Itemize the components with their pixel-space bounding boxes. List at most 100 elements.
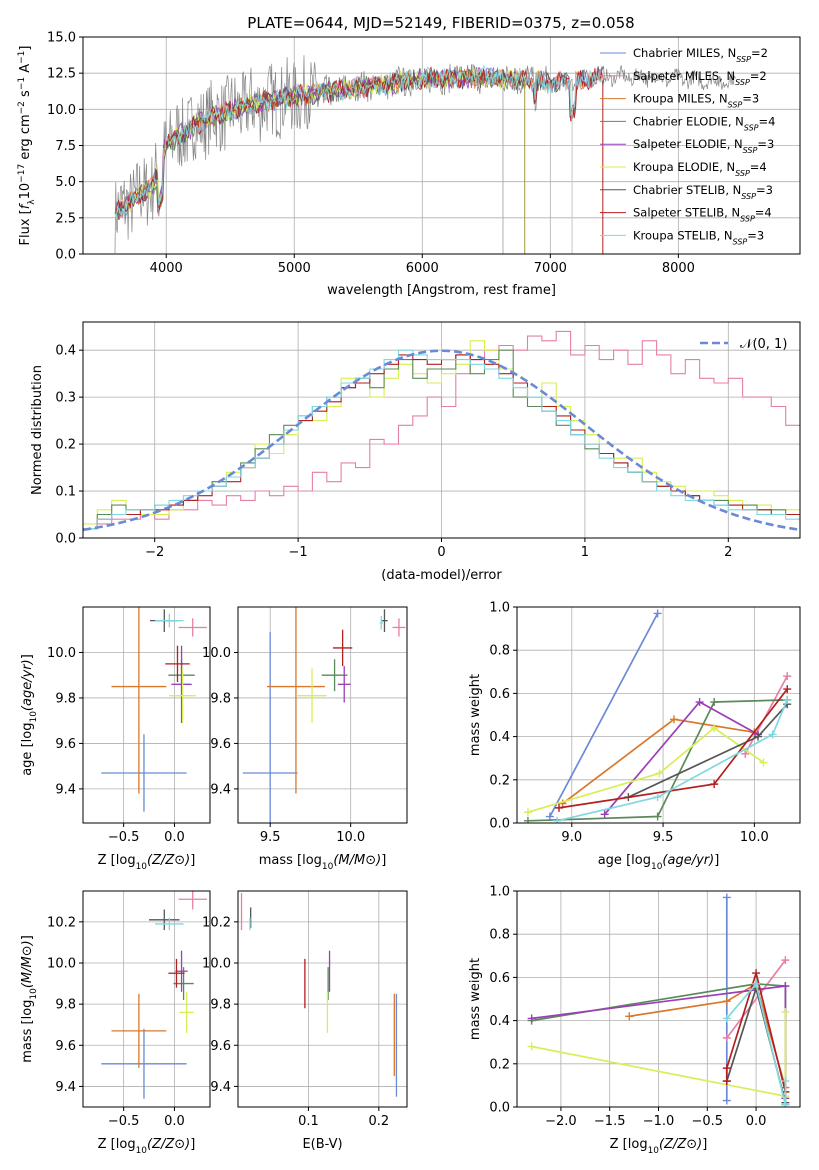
legend-entry: Chabrier MILES, NSSP=2	[633, 46, 768, 64]
y-tick-label: 1.0	[489, 885, 510, 900]
y-tick-label: 5.0	[55, 175, 76, 190]
axes-frame	[237, 606, 408, 824]
y-tick-label: 0.1	[55, 485, 76, 500]
data-point	[754, 732, 763, 741]
data-point	[653, 793, 662, 802]
y-tick-label: 0.4	[55, 344, 76, 359]
x-tick-label: 6000	[406, 261, 439, 276]
y-axis-label: mass weight	[468, 674, 483, 756]
histogram-step	[83, 349, 800, 530]
y-tick-label: 9.8	[55, 998, 76, 1013]
data-point	[695, 698, 704, 707]
legend-entry: 𝒩(0, 1)	[740, 337, 787, 352]
x-tick-label: −0.5	[108, 1114, 140, 1129]
panel-age_vs_mass: 9.5 10.0 9.4 9.6 9.8 10.0 mass [log10(M/M⊙)]	[202, 606, 408, 872]
data-point	[523, 808, 532, 817]
x-axis-label: mass [log10(M/M⊙)]	[259, 853, 387, 872]
x-tick-label: 10.0	[740, 830, 769, 845]
data-point	[768, 730, 777, 739]
legend-entry: Salpeter ELODIE, NSSP=3	[633, 137, 774, 155]
data-point	[710, 723, 719, 732]
y-tick-label: 0.0	[489, 1101, 510, 1116]
plot-area	[83, 330, 800, 532]
spectrum-line	[114, 65, 605, 219]
plot-area	[101, 607, 207, 812]
plot-area	[101, 891, 207, 1099]
x-tick-label: 7000	[534, 261, 567, 276]
y-tick-label: 10.0	[47, 646, 76, 661]
axes-frame	[516, 606, 801, 824]
y-axis-label: mass [log10(M/M⊙)]	[20, 935, 39, 1063]
data-point	[781, 982, 790, 991]
plot-area	[523, 609, 792, 823]
y-tick-label: 9.6	[55, 737, 76, 752]
panel-residuals: −2 −1 0 1 2 0.0 0.1 0.2 0.3 0.4 (data-model)/error…	[30, 321, 801, 583]
y-tick-label: 9.8	[55, 691, 76, 706]
x-tick-label: −0.5	[692, 1114, 724, 1129]
axes-frame	[237, 890, 408, 1108]
y-tick-label: 10.0	[47, 103, 76, 118]
legend-entry: Chabrier ELODIE, NSSP=4	[633, 114, 775, 131]
x-tick-label: −1.0	[643, 1114, 675, 1129]
data-point	[783, 672, 792, 681]
panel-spectrum: 4000 5000 6000 7000 8000 0.0 2.5 5.0 7.5 10.0 12.5…	[17, 31, 801, 298]
data-point	[653, 609, 662, 618]
y-tick-label: 9.4	[55, 1080, 76, 1095]
y-tick-label: 9.4	[210, 1080, 231, 1095]
y-axis-label: age [log10(age/yr)]	[20, 654, 39, 776]
x-tick-label: 0.0	[746, 1114, 767, 1129]
data-point	[752, 979, 761, 988]
y-tick-label: 0.0	[55, 532, 76, 547]
x-tick-label: 1	[581, 545, 589, 560]
data-point	[722, 1096, 731, 1105]
y-axis-label: mass weight	[468, 958, 483, 1040]
axes-frame	[82, 321, 801, 539]
data-point	[710, 780, 719, 789]
histogram-step	[83, 330, 800, 530]
data-point	[781, 956, 790, 965]
chart-title: PLATE=0644, MJD=52149, FIBERID=0375, z=0…	[247, 14, 634, 32]
y-tick-label: 0.2	[489, 773, 510, 788]
data-point	[722, 997, 731, 1006]
x-axis-label: (data-model)/error	[381, 568, 502, 583]
data-point	[600, 810, 609, 819]
x-axis-label: E(B-V)	[302, 1137, 342, 1152]
data-point	[722, 1033, 731, 1042]
x-tick-label: 9.5	[653, 830, 674, 845]
x-axis-label: Z [log10(Z/Z⊙)]	[610, 1137, 708, 1156]
x-axis-label: Z [log10(Z/Z⊙)]	[98, 1137, 196, 1156]
x-axis-label: Z [log10(Z/Z⊙)]	[98, 853, 196, 872]
data-point	[781, 1100, 790, 1107]
legend: Chabrier MILES, NSSP=2 Salpeter MILES, NS…	[600, 46, 775, 246]
mass-weight-line	[562, 718, 755, 805]
data-point	[722, 1064, 731, 1073]
data-point	[722, 893, 731, 902]
y-tick-label: 0.3	[55, 391, 76, 406]
y-axis-label: Normed distribution	[30, 365, 45, 495]
x-tick-label: −1	[289, 545, 308, 560]
y-tick-label: 0.8	[489, 928, 510, 943]
y-tick-label: 0.8	[489, 644, 510, 659]
plot-area	[242, 607, 406, 823]
data-point	[527, 1042, 536, 1051]
panel-age_vs_Z: −0.5 0.0 9.4 9.6 9.8 10.0 Z [log10(Z/Z⊙)] age […	[20, 606, 211, 872]
y-tick-label: 1.0	[489, 601, 510, 616]
x-tick-label: 9.0	[561, 830, 582, 845]
axes-frame	[82, 606, 211, 824]
axes-frame	[82, 36, 801, 255]
y-tick-label: 9.8	[210, 691, 231, 706]
y-tick-label: 2.5	[55, 211, 76, 226]
y-tick-label: 9.6	[210, 1039, 231, 1054]
data-point	[783, 685, 792, 694]
x-tick-label: 0.0	[164, 830, 185, 845]
legend-entry: Kroupa MILES, NSSP=3	[633, 92, 759, 110]
y-tick-label: 10.0	[202, 957, 231, 972]
y-tick-label: 12.5	[47, 67, 76, 82]
y-tick-label: 0.2	[489, 1057, 510, 1072]
data-point	[710, 698, 719, 707]
x-tick-label: −1.5	[594, 1114, 626, 1129]
x-tick-label: −2.0	[545, 1114, 577, 1129]
data-point	[783, 695, 792, 704]
y-tick-label: 7.5	[55, 139, 76, 154]
